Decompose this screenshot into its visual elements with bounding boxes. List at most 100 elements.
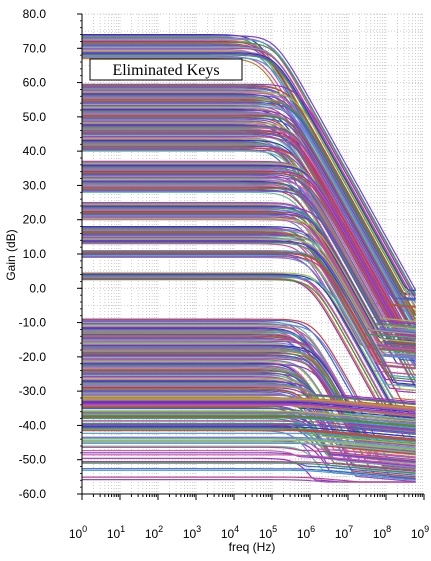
gain-curve	[82, 170, 416, 337]
gain-curve	[82, 114, 416, 329]
y-axis-title: Gain (dB)	[4, 229, 18, 280]
gain-curve	[82, 85, 417, 315]
x-tick-base: 10	[183, 527, 197, 541]
gain-curve	[82, 405, 416, 471]
y-tick-labels: 80.0 70.0 60.0 50.0 40.0 30.0 20.0 10.0 0.0 -10.0…	[19, 7, 47, 501]
gain-curve	[82, 404, 416, 416]
gain-curve	[82, 413, 416, 425]
gain-curve	[82, 97, 417, 328]
gain-curve	[82, 136, 417, 357]
y-tick-label: -50.0	[19, 453, 47, 467]
gain-curve	[82, 189, 416, 362]
gain-curve	[82, 165, 416, 346]
x-tick-base: 10	[145, 527, 159, 541]
gain-curve	[82, 388, 416, 406]
y-tick-label: 30.0	[23, 178, 47, 192]
gain-curve	[82, 376, 416, 453]
gain-curve	[82, 54, 416, 293]
gain-curve	[82, 104, 417, 331]
gain-curve	[82, 239, 416, 366]
gain-curve	[82, 172, 416, 357]
gain-curve	[82, 399, 416, 411]
gain-curve	[82, 276, 416, 425]
y-tick-label: 80.0	[23, 7, 47, 21]
gain-curve	[82, 371, 416, 478]
x-tick-label: 106	[297, 524, 315, 541]
x-tick-label: 102	[145, 524, 163, 541]
y-tick-label: 0.0	[29, 281, 46, 295]
x-tick-label: 101	[107, 524, 125, 541]
gain-curve	[82, 238, 416, 391]
curves	[82, 34, 417, 483]
gain-curve	[82, 277, 416, 426]
gain-curve	[82, 462, 416, 474]
gain-curve	[82, 363, 416, 430]
gain-curve	[82, 272, 416, 442]
gain-curve	[82, 395, 416, 461]
x-tick-base: 10	[259, 527, 273, 541]
gain-curve	[82, 446, 416, 461]
x-tick-exponent: 5	[272, 524, 277, 534]
gain-curve	[82, 436, 416, 448]
gain-curve	[82, 241, 416, 387]
gain-curve	[82, 205, 416, 343]
gain-curve	[82, 232, 416, 354]
y-tick-label: 20.0	[23, 213, 47, 227]
x-tick-base: 10	[373, 527, 387, 541]
x-tick-label: 105	[259, 524, 277, 541]
gain-curve	[82, 100, 417, 320]
gain-curve	[82, 381, 416, 404]
gain-curve	[82, 51, 417, 307]
gain-curve	[82, 203, 416, 330]
gain-curve	[82, 109, 417, 335]
gain-curve	[82, 423, 416, 435]
gain-curve	[82, 252, 416, 381]
x-tick-base: 10	[411, 527, 425, 541]
gain-curve	[82, 318, 416, 408]
annotation-text: Eliminated Keys	[112, 62, 219, 79]
gain-curve	[82, 236, 416, 352]
gain-curve	[82, 452, 416, 467]
gain-curve	[82, 204, 416, 334]
x-tick-exponent: 7	[348, 524, 353, 534]
x-tick-exponent: 1	[120, 524, 125, 534]
x-tick-labels: 100 101 102 103 104 105 106 107 108 109	[69, 524, 429, 541]
x-tick-base: 10	[297, 527, 311, 541]
gain-curve	[82, 213, 416, 346]
x-tick-exponent: 3	[196, 524, 201, 534]
gain-curve	[82, 357, 416, 421]
x-tick-exponent: 9	[424, 524, 429, 534]
x-tick-exponent: 0	[82, 524, 87, 534]
gain-curve	[82, 169, 416, 354]
gain-curve	[82, 115, 417, 334]
gain-curve	[82, 358, 416, 447]
annotation-box: Eliminated Keys	[89, 58, 243, 81]
gain-curve	[82, 91, 417, 309]
gain-curve	[82, 83, 417, 300]
gain-curve	[82, 429, 416, 442]
x-tick-base: 10	[107, 527, 121, 541]
annotation-frame	[89, 58, 243, 81]
gain-curve	[82, 420, 416, 432]
gain-curve	[82, 218, 416, 343]
x-tick-base: 10	[221, 527, 235, 541]
gain-curve	[82, 279, 416, 421]
gain-curve	[82, 42, 417, 296]
gain-curve	[82, 116, 417, 355]
x-axis-title: freq (Hz)	[229, 540, 276, 554]
gain-curve	[82, 397, 416, 409]
x-tick-label: 108	[373, 524, 391, 541]
y-tick-label: 50.0	[23, 110, 47, 124]
y-tick-label: -40.0	[19, 418, 47, 432]
x-tick-label: 100	[69, 524, 87, 541]
gain-curve	[82, 168, 416, 332]
gain-curve	[82, 276, 416, 442]
gain-curve	[82, 167, 416, 325]
gain-curve	[82, 468, 416, 480]
x-tick-exponent: 6	[310, 524, 315, 534]
gain-curve	[82, 339, 416, 465]
gain-curve	[82, 113, 417, 340]
y-tick-label: -30.0	[19, 384, 47, 398]
gain-curve	[82, 179, 416, 328]
